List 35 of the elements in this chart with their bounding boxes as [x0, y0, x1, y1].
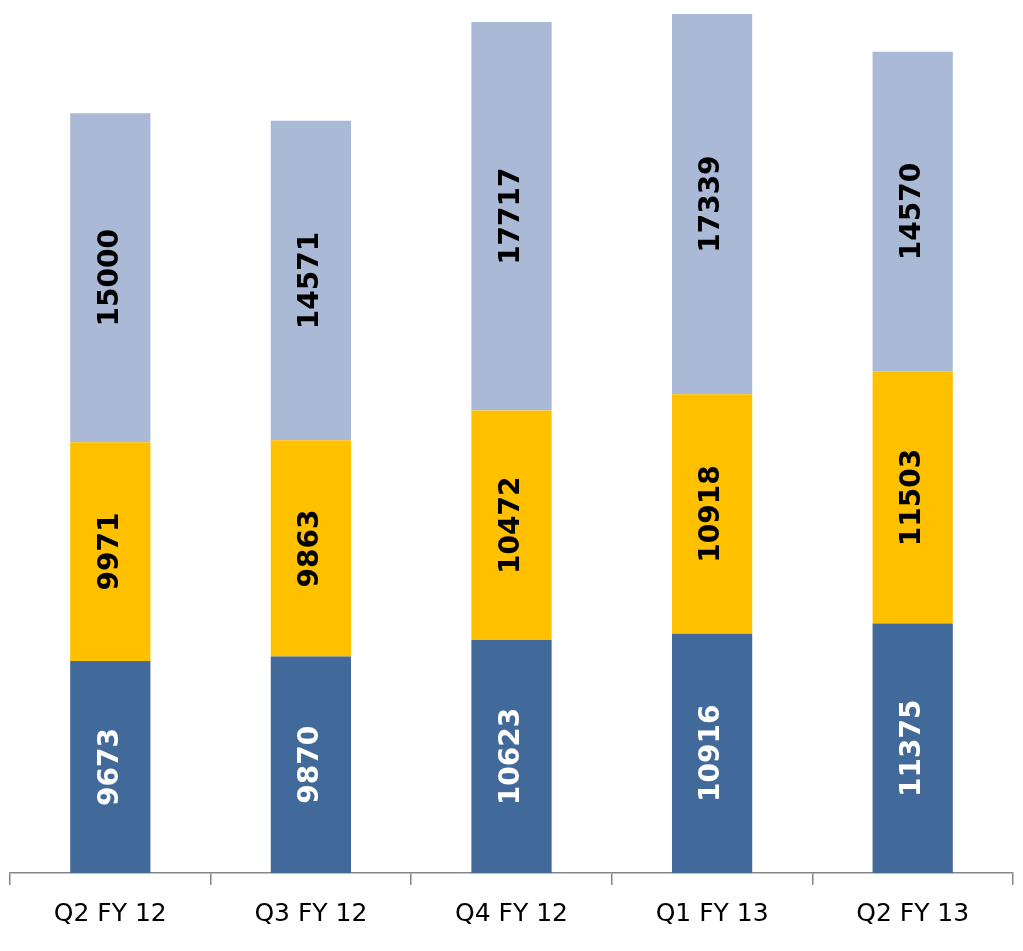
data-label: 17717	[492, 167, 526, 265]
data-label: 17339	[693, 155, 727, 253]
data-label: 9971	[91, 512, 125, 591]
data-label: 11503	[893, 448, 927, 547]
data-label: 9870	[292, 725, 326, 804]
bar	[872, 623, 953, 873]
bar	[671, 14, 753, 395]
x-tick-label: Q4 FY 12	[455, 897, 568, 927]
x-tick-label: Q3 FY 12	[254, 897, 368, 927]
bar	[270, 120, 352, 441]
data-label: 9863	[292, 509, 326, 588]
data-label: 10918	[693, 465, 727, 563]
bar	[872, 371, 953, 624]
bar	[671, 633, 753, 873]
bar	[70, 660, 151, 873]
bar	[671, 394, 753, 634]
x-tick-label: Q2 FY 13	[856, 897, 970, 927]
x-tick-label: Q2 FY 12	[53, 897, 167, 927]
data-label: 14571	[292, 231, 326, 330]
bar	[70, 113, 151, 443]
bar	[270, 440, 352, 657]
data-label: 10916	[693, 704, 727, 803]
data-label: 9673	[91, 727, 125, 806]
bar	[471, 640, 552, 873]
data-label: 10472	[492, 476, 526, 574]
bar	[70, 442, 151, 661]
data-label: 15000	[91, 229, 125, 327]
data-label: 10623	[492, 707, 526, 806]
bar	[270, 656, 352, 873]
x-tick-label: Q1 FY 13	[655, 897, 769, 927]
bar	[872, 51, 953, 372]
data-label: 14570	[893, 162, 927, 261]
bar	[471, 21, 552, 411]
data-label: 11375	[893, 699, 927, 797]
bar	[471, 410, 552, 641]
